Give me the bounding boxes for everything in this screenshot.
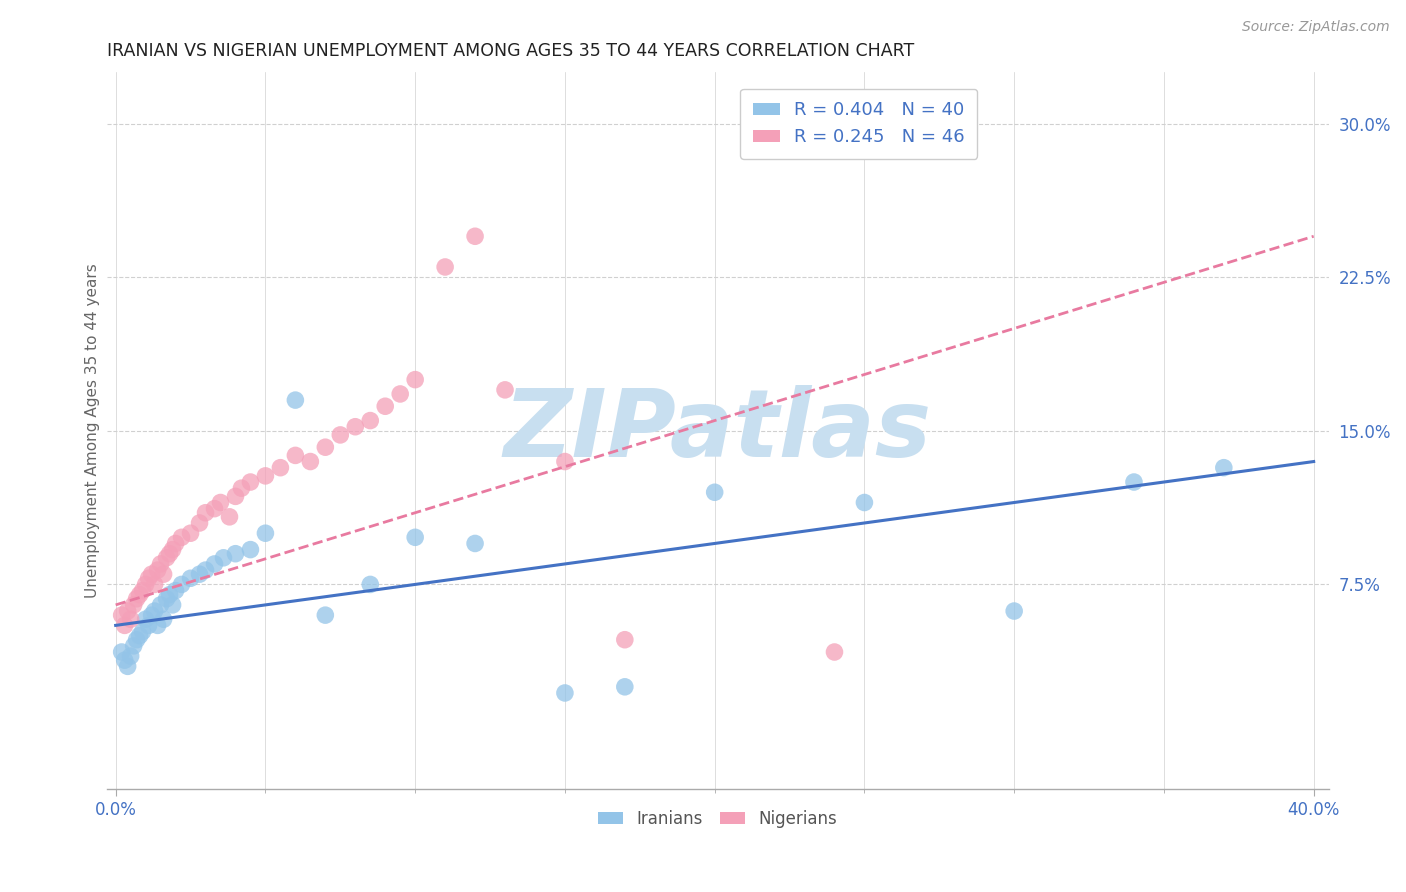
Text: IRANIAN VS NIGERIAN UNEMPLOYMENT AMONG AGES 35 TO 44 YEARS CORRELATION CHART: IRANIAN VS NIGERIAN UNEMPLOYMENT AMONG A…	[107, 42, 914, 60]
Point	[212, 550, 235, 565]
Point	[231, 481, 253, 495]
Point	[149, 557, 172, 571]
Point	[138, 618, 160, 632]
Point	[389, 387, 412, 401]
Point	[138, 571, 160, 585]
Point	[554, 454, 576, 468]
Point	[117, 604, 139, 618]
Point	[359, 577, 381, 591]
Point	[188, 516, 211, 530]
Point	[284, 449, 307, 463]
Point	[152, 567, 174, 582]
Point	[209, 495, 232, 509]
Point	[194, 563, 217, 577]
Point	[404, 530, 426, 544]
Point	[170, 530, 193, 544]
Point	[180, 571, 202, 585]
Point	[165, 536, 187, 550]
Point	[143, 604, 166, 618]
Point	[224, 489, 246, 503]
Point	[128, 629, 150, 643]
Point	[464, 229, 486, 244]
Point	[131, 624, 153, 639]
Point	[125, 591, 148, 606]
Point	[162, 542, 184, 557]
Point	[162, 598, 184, 612]
Point	[824, 645, 846, 659]
Point	[269, 460, 291, 475]
Point	[703, 485, 725, 500]
Point	[165, 583, 187, 598]
Point	[194, 506, 217, 520]
Point	[117, 659, 139, 673]
Point	[494, 383, 516, 397]
Point	[155, 550, 177, 565]
Point	[218, 509, 240, 524]
Point	[254, 468, 277, 483]
Point	[159, 588, 181, 602]
Point	[131, 583, 153, 598]
Point	[1002, 604, 1025, 618]
Point	[111, 608, 134, 623]
Point	[224, 547, 246, 561]
Point	[180, 526, 202, 541]
Point	[284, 393, 307, 408]
Legend: Iranians, Nigerians: Iranians, Nigerians	[592, 804, 844, 835]
Point	[204, 557, 226, 571]
Point	[853, 495, 876, 509]
Point	[146, 618, 169, 632]
Point	[329, 428, 352, 442]
Text: ZIPatlas: ZIPatlas	[503, 384, 932, 477]
Text: Source: ZipAtlas.com: Source: ZipAtlas.com	[1241, 20, 1389, 34]
Point	[188, 567, 211, 582]
Point	[314, 440, 336, 454]
Point	[374, 399, 396, 413]
Point	[204, 501, 226, 516]
Point	[434, 260, 457, 274]
Point	[170, 577, 193, 591]
Point	[114, 618, 136, 632]
Point	[239, 475, 262, 489]
Point	[122, 598, 145, 612]
Point	[125, 632, 148, 647]
Point	[120, 612, 142, 626]
Point	[143, 577, 166, 591]
Y-axis label: Unemployment Among Ages 35 to 44 years: Unemployment Among Ages 35 to 44 years	[86, 263, 100, 599]
Point	[359, 414, 381, 428]
Point	[239, 542, 262, 557]
Point	[254, 526, 277, 541]
Point	[146, 563, 169, 577]
Point	[404, 373, 426, 387]
Point	[344, 419, 367, 434]
Point	[1123, 475, 1146, 489]
Point	[120, 649, 142, 664]
Point	[613, 680, 636, 694]
Point	[152, 612, 174, 626]
Point	[122, 639, 145, 653]
Point	[1212, 460, 1234, 475]
Point	[149, 598, 172, 612]
Point	[111, 645, 134, 659]
Point	[135, 612, 157, 626]
Point	[159, 547, 181, 561]
Point	[128, 588, 150, 602]
Point	[135, 577, 157, 591]
Point	[141, 608, 163, 623]
Point	[464, 536, 486, 550]
Point	[613, 632, 636, 647]
Point	[314, 608, 336, 623]
Point	[554, 686, 576, 700]
Point	[155, 591, 177, 606]
Point	[114, 653, 136, 667]
Point	[299, 454, 322, 468]
Point	[141, 567, 163, 582]
